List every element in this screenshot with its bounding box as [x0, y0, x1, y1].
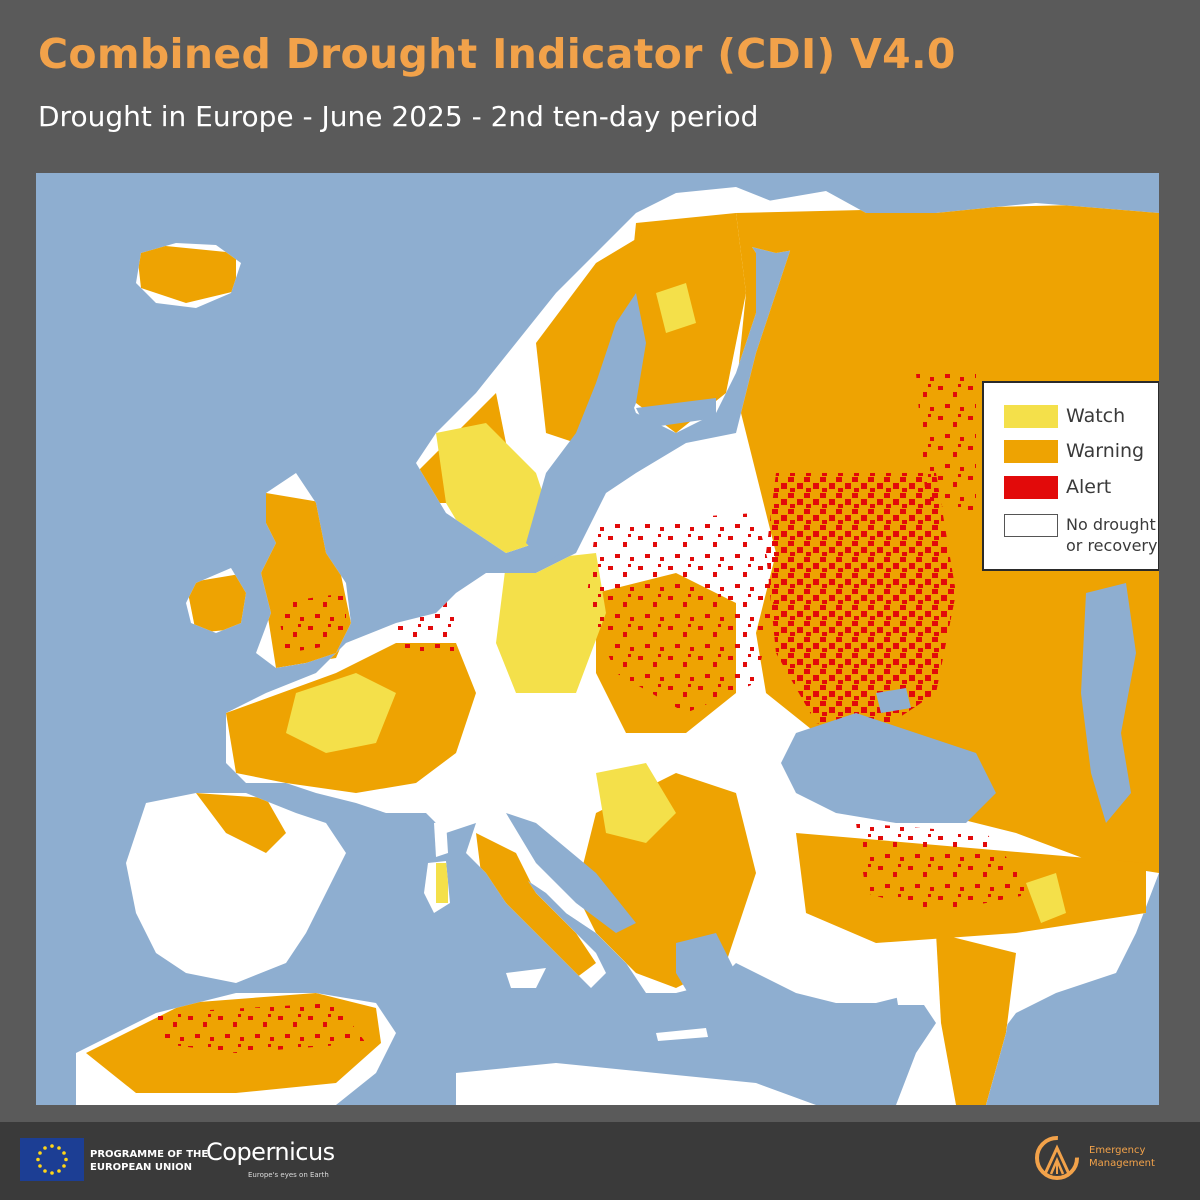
adriatic-sea — [506, 813, 636, 933]
sea-of-azov — [876, 688, 911, 713]
legend-label-watch: Watch — [1066, 405, 1126, 427]
legend-item-watch: Watch — [1004, 405, 1125, 428]
black-sea — [781, 713, 996, 823]
legend-item-warning: Warning — [1004, 440, 1144, 463]
legend-label-no-drought: No drought — [1066, 515, 1156, 534]
inland-seas — [506, 293, 1136, 1003]
gulf-of-finland — [636, 398, 716, 428]
map-title: Combined Drought Indicator (CDI) V4.0 — [38, 30, 956, 78]
drought-map: Watch Warning Alert No drought or recove… — [36, 173, 1159, 1105]
eu-programme-text: PROGRAMME OF THE EUROPEAN UNION — [90, 1149, 209, 1173]
copernicus-logo: Copernicus — [206, 1138, 335, 1166]
legend-swatch-watch — [1004, 405, 1058, 428]
legend-swatch-no-drought — [1004, 514, 1058, 537]
alert-zones — [156, 373, 1036, 1053]
footer-bar: PROGRAMME OF THE EUROPEAN UNION Copernic… — [0, 1122, 1200, 1200]
legend-label-recovery: or recovery — [1066, 536, 1158, 555]
legend-swatch-warning — [1004, 440, 1058, 463]
legend-item-no-drought: No drought or recovery — [1004, 514, 1157, 556]
legend-label-warning: Warning — [1066, 440, 1145, 462]
emergency-management-text: Emergency Management — [1089, 1145, 1155, 1169]
emergency-management-logo-icon — [1033, 1132, 1083, 1186]
legend-swatch-alert — [1004, 476, 1058, 499]
caspian-sea — [1081, 583, 1136, 823]
map-legend: Watch Warning Alert No drought or recove… — [982, 381, 1159, 571]
legend-label-alert: Alert — [1066, 476, 1112, 498]
map-subtitle: Drought in Europe - June 2025 - 2nd ten-… — [38, 100, 759, 133]
europe-map-graphic — [76, 187, 1159, 1105]
aegean-sea — [676, 933, 736, 1003]
legend-item-alert: Alert — [1004, 476, 1111, 499]
baltic-sea — [526, 293, 646, 563]
eu-flag-icon — [20, 1138, 84, 1181]
watch-zones — [286, 283, 1066, 923]
copernicus-tagline: Europe's eyes on Earth — [248, 1171, 329, 1179]
